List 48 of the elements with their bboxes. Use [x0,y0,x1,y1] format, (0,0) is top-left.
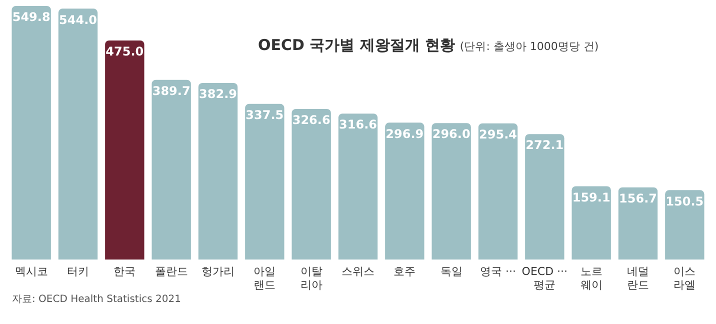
bar [478,123,518,260]
bar [245,104,284,260]
bar [105,40,144,260]
x-tick-label: 스위스 [342,265,374,278]
x-tick-label: 터키 [67,265,89,278]
x-tick-label: 이탈 리아 [300,265,322,292]
x-tick-label: 이스 라엘 [674,265,696,292]
x-tick-label: 호주 [394,265,416,278]
x-tick-label: OECD ··· 평균 [522,265,568,292]
bar [58,8,98,260]
data-label: 156.7 [619,191,657,206]
x-tick-label: 멕시코 [14,265,48,278]
data-label: 150.5 [666,194,704,208]
text: 자료: OECD Health Statistics 2021 [12,293,181,306]
data-label: 296.9 [386,126,424,141]
bar [432,123,471,260]
x-tick-label: 네덜 란드 [627,265,649,292]
data-label: 382.9 [199,87,237,102]
text: (단위: 출생아 1000명당 건) [460,40,599,53]
data-label: 337.5 [246,108,284,122]
bar [385,122,424,260]
bar [12,6,51,260]
data-label: 296.0 [432,127,470,142]
data-label: 316.6 [339,118,377,132]
data-label: 326.6 [292,113,330,128]
bar [152,80,191,260]
data-label: 544.0 [59,12,97,27]
x-tick-label: 독일 [440,265,462,278]
bar [198,82,238,260]
bar [572,186,611,260]
bar [525,134,564,260]
data-label: 159.1 [572,190,610,204]
data-label: 295.4 [479,127,517,142]
data-label: 475.0 [106,44,144,59]
x-tick-label: 노르 웨이 [580,265,602,292]
bar [292,108,331,260]
bar [338,114,378,260]
x-tick-label: 헝가리 [202,265,234,278]
data-label: 549.8 [12,10,50,24]
bar [665,190,704,260]
data-label: 389.7 [152,84,190,98]
x-tick-label: 아일 랜드 [254,265,276,292]
bar [618,187,658,260]
text: OECD 국가별 제왕절개 현황 [258,36,456,54]
x-tick-label: 영국 ··· [480,265,516,278]
x-tick-label: 폴란드 [154,265,188,278]
x-tick-label: 한국 [114,265,136,278]
data-label: 272.1 [526,138,564,152]
